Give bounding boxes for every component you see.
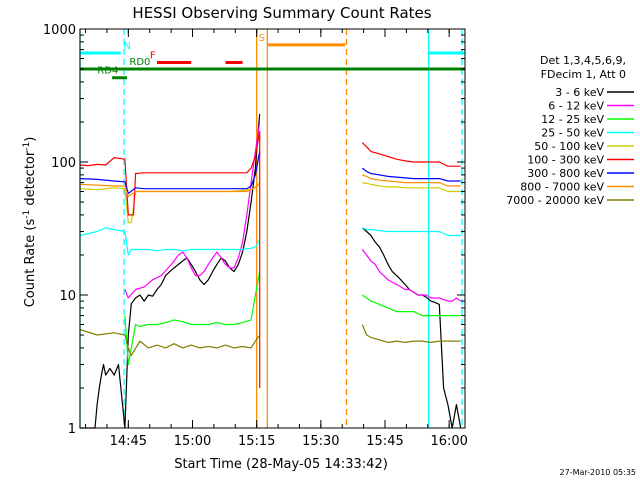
legend-label-3: 25 - 50 keV xyxy=(541,127,604,140)
y-tick-label-3: 1000 xyxy=(43,23,76,38)
legend-label-8: 7000 - 20000 keV xyxy=(506,194,604,207)
y-axis-label: Count Rate (s-1 detector-1) xyxy=(22,137,38,308)
y-axis-label-sup-2: -1 xyxy=(22,142,32,151)
legend-label-0: 3 - 6 keV xyxy=(555,86,604,99)
orbit-bar-label-4: RD4 xyxy=(97,66,118,77)
orbit-bar-label-0: N xyxy=(123,41,130,52)
orbit-bar-label-3: RD0 xyxy=(129,57,150,68)
y-axis: 1 10 100 1000 xyxy=(43,23,465,437)
legend-label-7: 800 - 7000 keV xyxy=(520,181,604,194)
series-line-3 xyxy=(79,227,461,256)
x-tick-label-4: 15:45 xyxy=(366,434,403,449)
orbit-bar-label-1: F xyxy=(150,50,156,61)
y-tick-label-1: 10 xyxy=(59,289,76,304)
plot-area: N F S RD0 RD4 xyxy=(79,28,466,429)
x-axis: 14:45 15:00 15:15 15:30 15:45 16:00 xyxy=(85,29,468,449)
series-line-2 xyxy=(124,271,461,366)
series-line-1 xyxy=(124,121,462,302)
y-axis-label-main: Count Rate (s xyxy=(23,219,38,308)
legend-header-2: FDecim 1, Att 0 xyxy=(541,68,626,81)
series-line-6 xyxy=(79,151,461,195)
legend-label-1: 6 - 12 keV xyxy=(548,100,604,113)
y-axis-label-end: ) xyxy=(23,137,38,142)
y-axis-label-sup-1: -1 xyxy=(22,210,32,219)
legend-header-1: Det 1,3,4,5,6,9, xyxy=(540,54,626,67)
legend-label-4: 50 - 100 keV xyxy=(534,140,604,153)
series-line-7 xyxy=(79,174,461,198)
y-tick-label-2: 100 xyxy=(51,156,76,171)
x-axis-label: Start Time (28-May-05 14:33:42) xyxy=(174,457,388,472)
x-tick-label-1: 15:00 xyxy=(174,434,211,449)
y-tick-label-0: 1 xyxy=(68,422,76,437)
series-line-8 xyxy=(79,324,461,357)
footer-timestamp: 27-Mar-2010 05:35 xyxy=(560,468,637,477)
y-axis-label-mid: detector xyxy=(23,150,38,210)
legend: Det 1,3,4,5,6,9, FDecim 1, Att 0 3 - 6 k… xyxy=(506,54,634,207)
legend-label-5: 100 - 300 keV xyxy=(527,154,604,167)
x-tick-label-3: 15:30 xyxy=(302,434,339,449)
series-line-5 xyxy=(79,130,461,388)
legend-label-6: 300 - 800 keV xyxy=(527,167,604,180)
chart-title: HESSI Observing Summary Count Rates xyxy=(132,4,431,22)
orbit-bar-label-2: S xyxy=(259,33,265,44)
legend-label-2: 12 - 25 keV xyxy=(541,113,604,126)
series-line-4 xyxy=(79,182,461,224)
x-tick-label-0: 14:45 xyxy=(110,434,147,449)
plot-frame xyxy=(79,28,466,429)
x-tick-label-2: 15:15 xyxy=(238,434,275,449)
x-tick-label-5: 16:00 xyxy=(430,434,467,449)
